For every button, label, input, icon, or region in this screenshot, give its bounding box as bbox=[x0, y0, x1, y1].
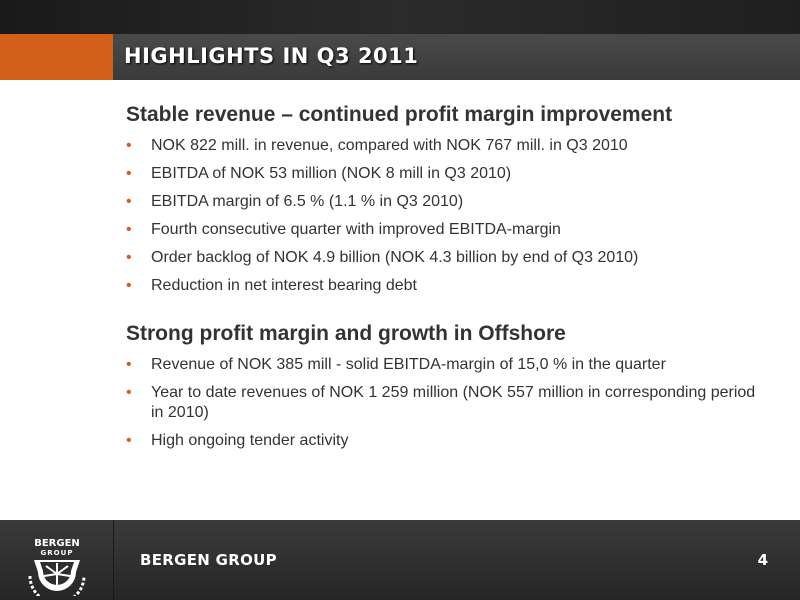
section-offshore: Strong profit margin and growth in Offsh… bbox=[126, 319, 766, 451]
bullet-icon: • bbox=[126, 137, 132, 154]
header-accent-block bbox=[0, 34, 113, 80]
bullet-icon: • bbox=[126, 221, 132, 238]
bullet-icon: • bbox=[126, 277, 132, 294]
list-item: • High ongoing tender activity bbox=[126, 432, 349, 449]
header-sheen bbox=[0, 0, 800, 34]
footer-divider bbox=[113, 520, 114, 600]
footer-band: BERGEN GROUP BERGEN GROUP 4 bbox=[0, 520, 800, 600]
list-item: • EBITDA margin of 6.5 % (1.1 % in Q3 201… bbox=[126, 193, 464, 210]
list-item: • Reduction in net interest bearing debt bbox=[126, 277, 417, 294]
list-item: • Fourth consecutive quarter with improve… bbox=[126, 221, 561, 238]
list-item: • EBITDA of NOK 53 million (NOK 8 mill in… bbox=[126, 165, 512, 182]
list-item: • Order backlog of NOK 4.9 billion (NOK 4… bbox=[126, 249, 639, 266]
bullet-icon: • bbox=[126, 356, 132, 373]
bergen-group-logo-icon: BERGEN GROUP bbox=[28, 538, 86, 596]
bullet-icon: • bbox=[126, 249, 132, 266]
page-number: 4 bbox=[757, 551, 768, 569]
bullet-icon: • bbox=[126, 384, 132, 401]
svg-text:BERGEN: BERGEN bbox=[34, 538, 80, 549]
svg-text:GROUP: GROUP bbox=[41, 549, 74, 557]
section-revenue: Stable revenue – continued profit margin… bbox=[126, 100, 766, 296]
section-heading: Stable revenue – continued profit margin… bbox=[126, 103, 673, 126]
bullet-icon: • bbox=[126, 165, 132, 182]
list-item: • Revenue of NOK 385 mill - solid EBITDA-… bbox=[126, 356, 666, 373]
slide-content: Stable revenue – continued profit margin… bbox=[126, 100, 766, 459]
bullet-list: • Revenue of NOK 385 mill - solid EBITDA-… bbox=[126, 355, 766, 451]
list-item: • NOK 822 mill. in revenue, compared with… bbox=[126, 137, 628, 154]
list-item: • Year to date revenues of NOK 1 259 mill… bbox=[126, 384, 756, 421]
footer-brand: BERGEN GROUP bbox=[140, 551, 277, 569]
bullet-list: • NOK 822 mill. in revenue, compared with… bbox=[126, 136, 766, 296]
bullet-icon: • bbox=[126, 193, 132, 210]
title-bar bbox=[113, 34, 800, 80]
section-heading: Strong profit margin and growth in Offsh… bbox=[126, 322, 566, 345]
bullet-icon: • bbox=[126, 432, 132, 449]
slide-title: HIGHLIGHTS IN Q3 2011 bbox=[124, 44, 419, 68]
